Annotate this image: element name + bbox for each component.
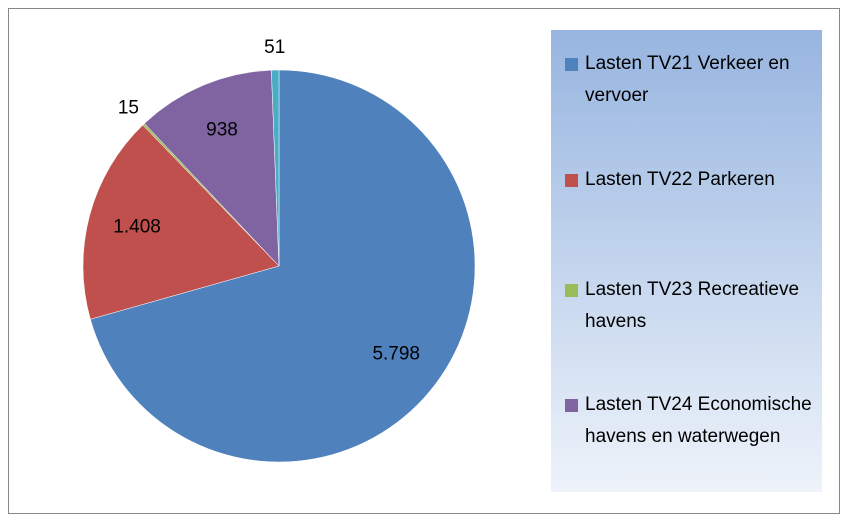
legend-label: Lasten TV24 Economische havens en waterw… bbox=[585, 394, 812, 447]
legend-swatch bbox=[565, 399, 578, 412]
data-label: 15 bbox=[118, 97, 139, 118]
legend-item: Lasten TV23 Recreatieve havens bbox=[565, 274, 835, 338]
legend-swatch bbox=[565, 284, 578, 297]
data-label: 1.408 bbox=[113, 217, 161, 238]
pie-slice bbox=[82, 124, 280, 320]
legend-label: Lasten TV23 Recreatieve havens bbox=[585, 279, 800, 332]
legend-swatch bbox=[565, 58, 578, 71]
legend-swatch bbox=[565, 174, 578, 187]
data-label: 938 bbox=[206, 120, 238, 141]
pie-slice bbox=[271, 69, 280, 267]
chart-frame bbox=[8, 8, 840, 514]
legend-label: Lasten TV21 Verkeer en vervoer bbox=[585, 53, 790, 106]
pie-slice bbox=[90, 69, 476, 463]
legend: Lasten TV21 Verkeer en vervoer Lasten TV2… bbox=[551, 30, 822, 492]
legend-label: Lasten TV22 Parkeren bbox=[585, 169, 775, 190]
data-label: 51 bbox=[264, 37, 285, 58]
legend-item: Lasten TV24 Economische havens en waterw… bbox=[565, 389, 835, 453]
data-label: 5.798 bbox=[372, 344, 420, 365]
pie-slice bbox=[144, 69, 280, 267]
legend-item: Lasten TV21 Verkeer en vervoer bbox=[565, 48, 835, 112]
legend-item: Lasten TV22 Parkeren bbox=[565, 164, 835, 196]
